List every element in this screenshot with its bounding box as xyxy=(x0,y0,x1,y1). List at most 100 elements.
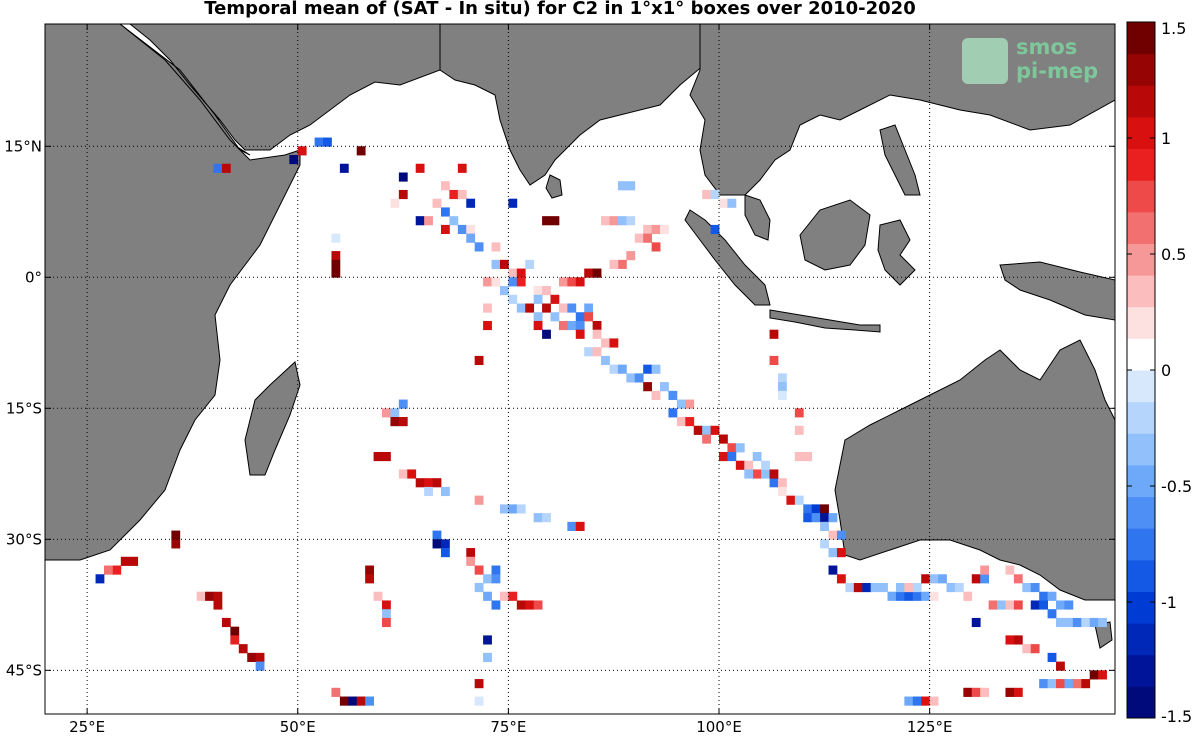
data-cell xyxy=(525,600,535,610)
data-cell xyxy=(904,582,914,593)
data-cell xyxy=(626,216,636,226)
data-cell xyxy=(803,451,813,462)
data-cell xyxy=(777,382,787,392)
data-cell xyxy=(289,155,299,165)
data-cell xyxy=(794,425,804,435)
land-madagascar xyxy=(244,361,301,476)
data-cell xyxy=(634,373,644,383)
data-cell xyxy=(533,312,543,322)
y-tick-label: 15°S xyxy=(6,399,42,417)
logo-emblem xyxy=(962,38,1008,84)
data-cell xyxy=(432,530,442,540)
data-cell xyxy=(382,600,391,610)
data-cell xyxy=(466,198,476,208)
data-cell xyxy=(794,451,804,462)
data-cell xyxy=(777,486,787,497)
data-cell xyxy=(221,617,231,628)
chart-title: Temporal mean of (SAT - In situ) for C2 … xyxy=(204,0,916,19)
data-cell xyxy=(129,556,139,566)
data-cell xyxy=(440,548,450,558)
data-cell xyxy=(449,189,459,200)
data-cell xyxy=(440,486,450,497)
colorbar-segment xyxy=(1127,275,1155,308)
data-cell xyxy=(921,696,931,706)
data-cell xyxy=(685,417,695,427)
data-cell xyxy=(331,268,341,278)
data-cell xyxy=(1039,591,1048,601)
land-java xyxy=(769,309,881,333)
data-cell xyxy=(685,399,695,409)
data-cell xyxy=(676,417,686,427)
data-cell xyxy=(213,591,223,601)
data-cell xyxy=(845,582,855,593)
data-cell xyxy=(533,286,543,296)
data-cell xyxy=(424,486,433,497)
data-cell xyxy=(752,469,762,479)
data-cell xyxy=(508,268,518,278)
data-cell xyxy=(1047,679,1057,689)
data-cell xyxy=(196,591,206,601)
data-cell xyxy=(356,146,366,156)
data-cell xyxy=(474,355,484,366)
data-cell xyxy=(1039,679,1048,689)
data-cell xyxy=(171,530,181,540)
data-cell xyxy=(727,198,737,208)
data-cell xyxy=(668,390,678,400)
data-cell xyxy=(912,582,922,593)
data-cell xyxy=(870,582,880,593)
colorbar-segment xyxy=(1127,180,1155,213)
data-cell xyxy=(491,574,501,584)
data-cell xyxy=(365,574,374,584)
data-cell xyxy=(491,277,501,287)
data-cell xyxy=(584,268,594,278)
data-cell xyxy=(601,355,610,366)
data-cell xyxy=(339,163,349,173)
data-cell xyxy=(980,574,990,584)
data-cell xyxy=(230,635,240,645)
data-cell xyxy=(558,303,568,313)
data-cell xyxy=(1064,679,1074,689)
colorbar-tick-label: 1 xyxy=(1161,129,1171,148)
data-cell xyxy=(499,504,509,514)
x-tick-label: 25°E xyxy=(69,718,105,736)
data-cell xyxy=(1098,670,1107,680)
data-cell xyxy=(660,382,669,392)
data-cell xyxy=(575,277,585,287)
data-cell xyxy=(895,591,905,601)
data-cell xyxy=(938,574,947,584)
data-cell xyxy=(820,521,829,531)
data-cell xyxy=(550,216,560,226)
land-srilanka xyxy=(545,174,563,199)
data-cell xyxy=(668,408,678,418)
colorbar-tick-label: 1.5 xyxy=(1161,19,1186,38)
data-cell xyxy=(508,198,518,208)
colorbar-segment xyxy=(1127,559,1155,592)
data-cell xyxy=(727,451,737,462)
data-cell xyxy=(415,478,425,488)
data-cell xyxy=(542,329,551,339)
data-cell xyxy=(516,277,526,287)
land-africa xyxy=(45,24,301,561)
colorbar-tick-label: -1 xyxy=(1161,593,1177,612)
data-cell xyxy=(457,163,467,173)
data-cell xyxy=(297,146,307,156)
colorbar-segment xyxy=(1127,464,1155,498)
data-cell xyxy=(508,504,518,514)
data-cells xyxy=(95,137,1107,706)
data-cell xyxy=(971,574,981,584)
data-cell xyxy=(904,696,914,706)
y-tick-label: 0° xyxy=(25,268,42,286)
data-cell xyxy=(390,417,400,427)
data-cell xyxy=(719,451,728,462)
data-cell xyxy=(651,242,661,252)
data-cell xyxy=(752,451,762,462)
data-cell xyxy=(331,251,341,261)
land-seasia xyxy=(689,24,1115,196)
data-cell xyxy=(398,417,408,427)
data-cell xyxy=(769,329,779,339)
data-cell xyxy=(483,635,492,645)
y-tick-label: 15°N xyxy=(4,137,42,155)
data-cell xyxy=(651,364,661,374)
data-cell xyxy=(483,652,492,662)
data-cell xyxy=(466,233,476,243)
